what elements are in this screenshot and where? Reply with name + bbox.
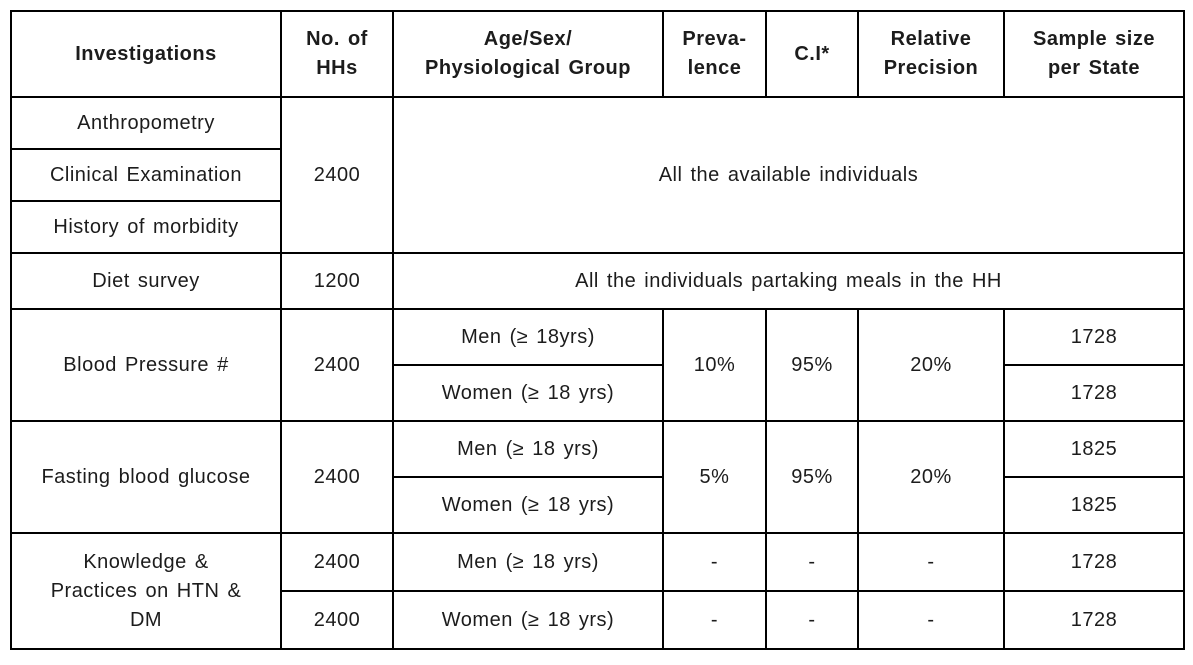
cell-fbg-relative-precision: 20% — [857, 420, 1005, 534]
study-design-table: Investigations No. of HHs Age/Sex/ Physi… — [10, 10, 1185, 650]
cell-kp-relative-precision-men: - — [857, 532, 1005, 592]
cell-kp-prevalence-men: - — [662, 532, 767, 592]
header-no-of-hhs: No. of HHs — [280, 10, 394, 98]
cell-fbg-ci: 95% — [765, 420, 859, 534]
cell-investigation-anthropometry: Anthropometry — [10, 96, 282, 150]
row-fasting-glucose-women: Women (≥ 18 yrs) 1825 — [11, 476, 1185, 534]
cell-kp-ci-women: - — [765, 590, 859, 650]
cell-bp-group-men: Men (≥ 18yrs) — [392, 308, 664, 366]
cell-fbg-prevalence: 5% — [662, 420, 767, 534]
row-fasting-glucose-men: Fasting blood glucose 2400 Men (≥ 18 yrs… — [10, 420, 1185, 534]
cell-fbg-group-women: Women (≥ 18 yrs) — [392, 476, 664, 534]
cell-census-group: All the available individuals — [392, 96, 1185, 254]
cell-investigation-fasting-glucose: Fasting blood glucose — [10, 420, 282, 534]
cell-bp-prevalence: 10% — [662, 308, 767, 422]
cell-bp-sample-women: 1728 — [1003, 364, 1185, 422]
cell-investigation-knowledge-practices: Knowledge & Practices on HTN & DM — [10, 532, 282, 650]
row-blood-pressure-women: Women (≥ 18 yrs) 1728 — [11, 364, 1185, 422]
cell-fbg-sample-women: 1825 — [1003, 476, 1185, 534]
row-knowledge-practices-men: Knowledge & Practices on HTN & DM 2400 M… — [10, 532, 1185, 650]
cell-bp-relative-precision: 20% — [857, 308, 1005, 422]
cell-kp-group-women: Women (≥ 18 yrs) — [392, 590, 664, 650]
cell-investigation-diet: Diet survey — [10, 252, 282, 310]
row-clinical-examination: Clinical Examination — [10, 148, 1184, 202]
header-prevalence: Preva- lence — [662, 10, 767, 98]
header-row: Investigations No. of HHs Age/Sex/ Physi… — [10, 10, 1185, 98]
cell-fbg-hhs: 2400 — [280, 420, 394, 534]
cell-diet-group: All the individuals partaking meals in t… — [392, 252, 1185, 310]
cell-bp-sample-men: 1728 — [1003, 308, 1185, 366]
header-age-sex-group: Age/Sex/ Physiological Group — [392, 10, 664, 98]
cell-investigation-history: History of morbidity — [10, 200, 282, 254]
header-relative-precision: Relative Precision — [857, 10, 1005, 98]
row-history-morbidity: History of morbidity — [10, 200, 1184, 254]
cell-kp-sample-men: 1728 — [1003, 532, 1185, 592]
cell-kp-relative-precision-women: - — [857, 590, 1005, 650]
row-blood-pressure-men: Blood Pressure # 2400 Men (≥ 18yrs) 10% … — [10, 308, 1185, 422]
row-anthropometry: Anthropometry 2400 All the available ind… — [10, 96, 1185, 254]
cell-kp-hhs-women: 2400 — [280, 590, 394, 650]
cell-bp-group-women: Women (≥ 18 yrs) — [392, 364, 664, 422]
cell-kp-hhs-men: 2400 — [280, 532, 394, 592]
cell-bp-hhs: 2400 — [280, 308, 394, 422]
row-diet-survey: Diet survey 1200 All the individuals par… — [10, 252, 1185, 310]
row-knowledge-practices-women: 2400 Women (≥ 18 yrs) - - - 1728 — [11, 590, 1185, 650]
cell-kp-sample-women: 1728 — [1003, 590, 1185, 650]
cell-investigation-blood-pressure: Blood Pressure # — [10, 308, 282, 422]
cell-fbg-sample-men: 1825 — [1003, 420, 1185, 478]
cell-kp-prevalence-women: - — [662, 590, 767, 650]
cell-diet-hhs: 1200 — [280, 252, 394, 310]
cell-investigation-clinical: Clinical Examination — [10, 148, 282, 202]
header-ci: C.I* — [765, 10, 859, 98]
header-sample-size: Sample size per State — [1003, 10, 1185, 98]
cell-census-hhs: 2400 — [280, 96, 394, 254]
cell-kp-group-men: Men (≥ 18 yrs) — [392, 532, 664, 592]
cell-bp-ci: 95% — [765, 308, 859, 422]
cell-fbg-group-men: Men (≥ 18 yrs) — [392, 420, 664, 478]
header-investigations: Investigations — [10, 10, 282, 98]
cell-kp-ci-men: - — [765, 532, 859, 592]
